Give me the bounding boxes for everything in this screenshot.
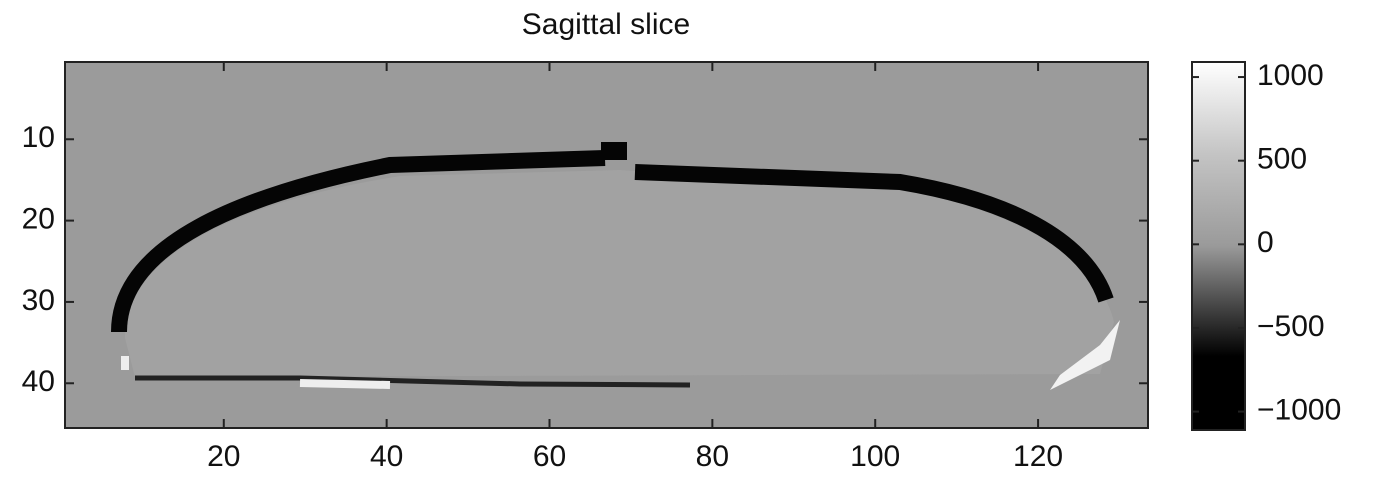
x-tick-label: 80 xyxy=(696,440,729,473)
colorbar-tick-label: 0 xyxy=(1257,226,1274,259)
boundary-dark xyxy=(135,375,691,388)
boundary-dark xyxy=(111,150,1114,333)
boundary-bright xyxy=(121,356,129,370)
colorbar-tick-label: −500 xyxy=(1257,310,1325,343)
x-tick-label: 60 xyxy=(533,440,566,473)
y-tick-label: 10 xyxy=(22,121,55,154)
colorbar-tick-label: −1000 xyxy=(1257,394,1341,427)
y-tick-label: 20 xyxy=(22,203,55,236)
x-tick-label: 40 xyxy=(370,440,403,473)
x-tick-label: 20 xyxy=(207,440,240,473)
tissue-region xyxy=(125,170,1114,377)
x-tick-label: 120 xyxy=(1013,440,1063,473)
x-tick-label: 100 xyxy=(850,440,900,473)
plot-frame xyxy=(64,61,1149,429)
colorbar-tick-label: 1000 xyxy=(1257,59,1324,92)
boundary-bright xyxy=(299,379,391,389)
boundary-dark xyxy=(601,142,627,160)
y-tick-label: 30 xyxy=(22,284,55,317)
boundary-bright xyxy=(1050,320,1120,390)
chart-title: Sagittal slice xyxy=(522,8,690,41)
image xyxy=(65,62,1148,428)
colorbar xyxy=(1191,61,1246,431)
colorbar-tick-label: 500 xyxy=(1257,143,1307,176)
y-tick-label: 40 xyxy=(22,365,55,398)
